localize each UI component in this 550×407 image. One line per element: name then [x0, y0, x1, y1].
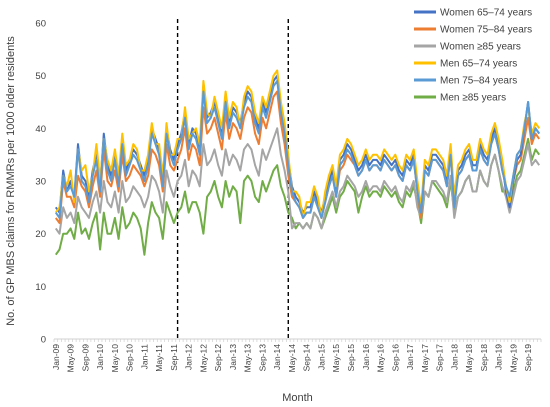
y-tick-label: 10 — [35, 282, 46, 293]
y-axis: 0 10 20 30 40 50 60 — [35, 19, 46, 346]
x-tick-label: May-15 — [331, 344, 341, 373]
x-tick-label: Jan-09 — [51, 344, 61, 370]
legend-label: Women 75–84 years — [440, 25, 532, 36]
y-tick-label: 50 — [35, 71, 46, 82]
x-tick-label: Sep-18 — [479, 344, 489, 372]
x-tick-label: Sep-11 — [169, 344, 179, 371]
x-tick-label: Sep-10 — [125, 344, 135, 372]
legend: Women 65–74 years Women 75–84 years Women … — [414, 8, 532, 104]
x-tick-label: Sep-13 — [257, 344, 267, 372]
x-tick-label: Jan-12 — [184, 344, 194, 370]
y-tick-label: 20 — [35, 229, 46, 240]
series-line — [54, 137, 541, 256]
legend-label: Men 75–84 years — [440, 76, 517, 87]
x-axis-title: Month — [282, 392, 313, 404]
x-tick-label: Jan-11 — [139, 344, 149, 370]
x-tick-label: Jan-16 — [361, 344, 371, 370]
x-tick-label: May-11 — [154, 344, 164, 372]
x-tick-label: May-13 — [243, 344, 253, 373]
x-tick-label: Sep-14 — [302, 344, 312, 372]
x-tick-label: Jan-10 — [95, 344, 105, 370]
series-line — [54, 79, 541, 219]
x-tick-label: Jan-18 — [449, 344, 459, 370]
legend-label: Men ≥85 years — [440, 93, 506, 104]
x-tick-label: Jan-13 — [228, 344, 238, 370]
x-tick-label: May-19 — [508, 344, 518, 373]
x-axis: Jan-09 May-09 Sep-09 Jan-10 May-10 Sep-10 Jan-… — [51, 338, 542, 373]
x-tick-label: Jan-19 — [494, 344, 504, 370]
series-line — [54, 74, 541, 214]
y-axis-title: No. of GP MBS claims for RMMRs per 1000 … — [5, 36, 17, 326]
x-tick-label: Sep-16 — [390, 344, 400, 372]
x-tick-label: May-10 — [110, 344, 120, 373]
y-tick-label: 0 — [41, 335, 46, 346]
reference-lines — [176, 19, 289, 339]
x-tick-label: Sep-12 — [213, 344, 223, 372]
x-tick-label: May-16 — [376, 344, 386, 373]
y-tick-label: 40 — [35, 124, 46, 135]
y-axis-title-group: No. of GP MBS claims for RMMRs per 1000 … — [5, 36, 17, 326]
legend-label: Women ≥85 years — [440, 42, 521, 53]
x-tick-label: Jan-17 — [405, 344, 415, 370]
series-line — [54, 127, 541, 235]
x-tick-label: Sep-09 — [80, 344, 90, 372]
x-tick-label: May-17 — [420, 344, 430, 373]
x-tick-label: Sep-19 — [523, 344, 533, 372]
y-tick-label: 30 — [35, 177, 46, 188]
legend-label: Men 65–74 years — [440, 59, 517, 70]
x-tick-label: Sep-15 — [346, 344, 356, 372]
y-tick-label: 60 — [35, 19, 46, 30]
series-line — [54, 69, 541, 219]
x-tick-label: May-18 — [464, 344, 474, 373]
series-lines — [54, 69, 541, 256]
x-tick-label: May-09 — [66, 344, 76, 373]
x-tick-label: Sep-17 — [435, 344, 445, 372]
x-tick-label: May-14 — [287, 344, 297, 373]
legend-label: Women 65–74 years — [440, 8, 532, 19]
x-tick-label: Jan-14 — [272, 344, 282, 370]
x-tick-label: Jan-15 — [316, 344, 326, 370]
x-tick-label: May-12 — [198, 344, 208, 373]
